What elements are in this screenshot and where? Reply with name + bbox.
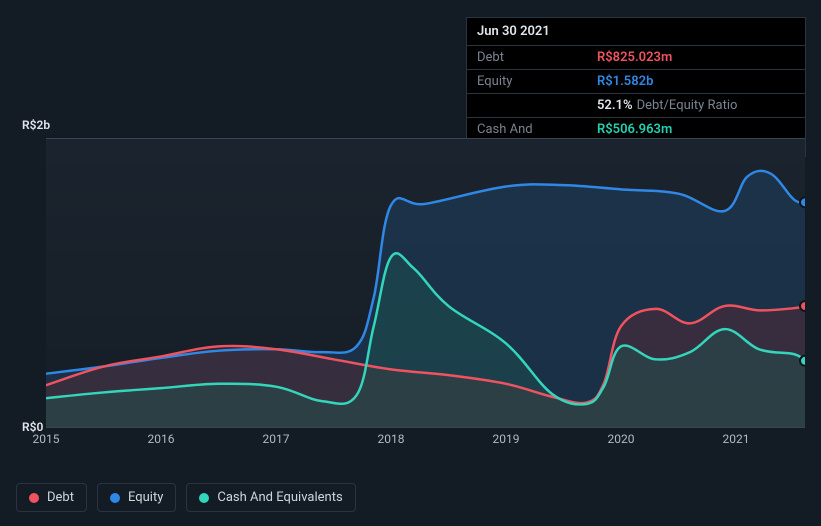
tooltip-value: R$1.582b [597, 74, 653, 89]
tooltip-value: 52.1%Debt/Equity Ratio [597, 98, 737, 113]
chart-legend: Debt Equity Cash And Equivalents [16, 483, 356, 512]
legend-label: Equity [128, 490, 163, 505]
legend-swatch [110, 493, 120, 503]
legend-item-debt[interactable]: Debt [16, 483, 87, 512]
chart-container: R$2b R$0 2015201620172018201920202021 [16, 120, 805, 466]
legend-swatch [199, 493, 209, 503]
chart-plot[interactable] [46, 138, 805, 428]
tooltip-suffix: Debt/Equity Ratio [637, 98, 738, 113]
tooltip-row: DebtR$825.023m [467, 46, 805, 70]
tooltip-value: R$825.023m [597, 50, 672, 65]
x-tick: 2015 [33, 432, 60, 446]
x-tick: 2019 [493, 432, 520, 446]
x-tick: 2018 [378, 432, 405, 446]
x-axis: 2015201620172018201920202021 [46, 432, 805, 448]
legend-label: Debt [47, 490, 74, 505]
legend-label: Cash And Equivalents [217, 490, 342, 505]
tooltip-row: EquityR$1.582b [467, 70, 805, 94]
x-tick: 2017 [263, 432, 290, 446]
x-tick: 2021 [723, 432, 750, 446]
tooltip-label [477, 98, 597, 113]
legend-item-cash-and-equivalents[interactable]: Cash And Equivalents [186, 483, 355, 512]
tooltip-date: Jun 30 2021 [467, 18, 805, 46]
legend-item-equity[interactable]: Equity [97, 483, 176, 512]
x-tick: 2016 [148, 432, 175, 446]
tooltip-label: Debt [477, 50, 597, 65]
y-tick-top: R$2b [22, 118, 50, 132]
x-tick: 2020 [608, 432, 635, 446]
legend-swatch [29, 493, 39, 503]
tooltip-row: 52.1%Debt/Equity Ratio [467, 94, 805, 118]
tooltip-label: Equity [477, 74, 597, 89]
